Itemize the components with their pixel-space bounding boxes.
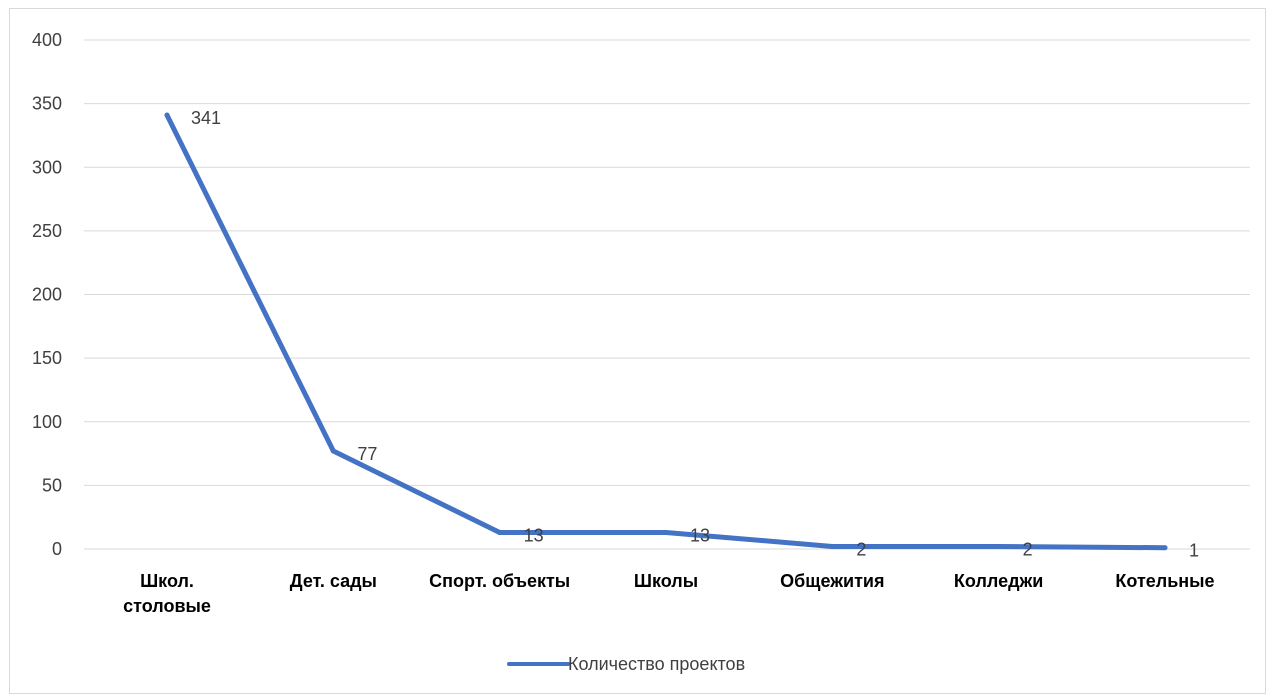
x-category-label: Школы — [634, 571, 698, 591]
y-tick-label: 150 — [32, 348, 62, 368]
x-category-label-line: Дет. сады — [290, 571, 377, 591]
data-point — [497, 529, 503, 535]
data-point — [164, 112, 170, 118]
x-category-label: Дет. сады — [290, 571, 377, 591]
data-label: 13 — [690, 525, 710, 545]
data-label: 2 — [856, 539, 866, 559]
data-label: 2 — [1023, 539, 1033, 559]
x-category-label-line: Котельные — [1115, 571, 1214, 591]
data-label: 341 — [191, 108, 221, 128]
y-tick-label: 0 — [52, 539, 62, 559]
gridlines — [84, 39, 1250, 550]
data-labels: 341 77 13 13 2 2 1 — [191, 108, 1199, 561]
y-tick-label: 200 — [32, 285, 62, 305]
data-point — [663, 529, 669, 535]
data-point — [1162, 545, 1168, 551]
x-category-label-line: столовые — [123, 596, 211, 616]
x-axis-category-labels: Школ. столовые Дет. сады Спорт. объекты Школ… — [123, 571, 1214, 616]
y-tick-label: 50 — [42, 475, 62, 495]
data-point — [330, 448, 336, 454]
y-tick-label: 250 — [32, 221, 62, 241]
data-label: 1 — [1189, 541, 1199, 561]
x-category-label-line: Школы — [634, 571, 698, 591]
data-point — [829, 543, 835, 549]
x-category-label-line: Общежития — [780, 571, 884, 591]
data-label: 77 — [357, 444, 377, 464]
x-category-label-line: Колледжи — [954, 571, 1043, 591]
y-axis-tick-labels: 0 50 100 150 200 250 300 350 400 — [32, 30, 62, 559]
y-tick-label: 300 — [32, 157, 62, 177]
y-tick-label: 400 — [32, 30, 62, 50]
x-category-label: Школ. столовые — [123, 571, 211, 616]
y-tick-label: 350 — [32, 94, 62, 114]
data-label: 13 — [524, 525, 544, 545]
x-category-label-line: Школ. — [140, 571, 194, 591]
x-category-label: Котельные — [1115, 571, 1214, 591]
x-category-label-line: Спорт. объекты — [429, 571, 570, 591]
x-category-label: Общежития — [780, 571, 884, 591]
series-layer — [164, 112, 1168, 551]
data-point — [996, 543, 1002, 549]
y-tick-label: 100 — [32, 412, 62, 432]
x-category-label: Спорт. объекты — [429, 571, 570, 591]
chart-area — [9, 8, 1266, 694]
legend[interactable]: Количество проектов — [507, 654, 745, 674]
x-category-label: Колледжи — [954, 571, 1043, 591]
legend-label: Количество проектов — [568, 654, 745, 674]
series-line — [164, 112, 1168, 551]
